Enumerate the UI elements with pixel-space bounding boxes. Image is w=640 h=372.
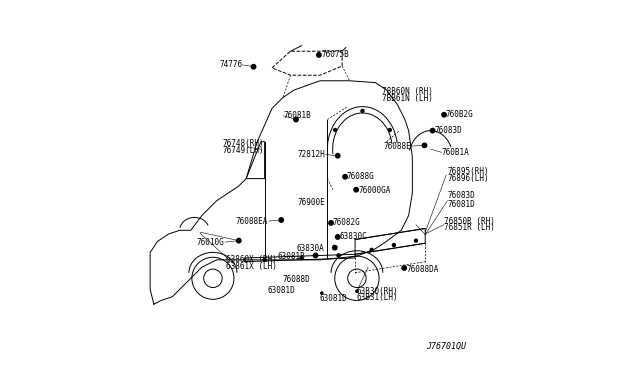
Text: 76088E: 76088E [383, 142, 411, 151]
Text: 63861X (LH): 63861X (LH) [226, 262, 276, 271]
Text: 76900E: 76900E [298, 198, 326, 207]
Circle shape [237, 238, 241, 243]
Circle shape [370, 248, 373, 251]
Circle shape [333, 128, 337, 131]
Text: 76088DA: 76088DA [406, 264, 439, 273]
Circle shape [314, 253, 318, 258]
Circle shape [279, 218, 284, 222]
Text: 7BB61N (LH): 7BB61N (LH) [382, 94, 433, 103]
Circle shape [329, 221, 333, 225]
Circle shape [415, 239, 417, 242]
Text: 63081D: 63081D [268, 286, 295, 295]
Text: J76701QU: J76701QU [426, 342, 466, 351]
Text: 63081D: 63081D [319, 294, 347, 303]
Text: 76088G: 76088G [347, 172, 374, 181]
Circle shape [252, 64, 256, 69]
Circle shape [294, 117, 298, 122]
Circle shape [354, 187, 358, 192]
Text: 76075B: 76075B [321, 50, 349, 59]
Text: 760B2G: 760B2G [445, 109, 474, 119]
Text: 63830A: 63830A [297, 244, 324, 253]
Text: 63830C: 63830C [340, 232, 367, 241]
Circle shape [430, 128, 435, 133]
Text: 63081B: 63081B [278, 251, 305, 261]
Circle shape [333, 246, 337, 250]
Text: 76010G: 76010G [197, 238, 225, 247]
Text: 76082G: 76082G [333, 218, 361, 227]
Circle shape [422, 143, 427, 148]
Circle shape [321, 292, 323, 294]
Text: 63860X (RH): 63860X (RH) [226, 255, 276, 264]
Circle shape [361, 109, 364, 112]
Text: 63B31(LH): 63B31(LH) [356, 294, 398, 302]
Text: 74776: 74776 [220, 60, 243, 70]
Circle shape [335, 235, 340, 239]
Text: 76895(RH): 76895(RH) [447, 167, 489, 176]
Circle shape [335, 154, 340, 158]
Text: 76000GA: 76000GA [358, 186, 390, 195]
Text: 76851R (LH): 76851R (LH) [444, 223, 495, 232]
Text: 760B1A: 760B1A [442, 148, 470, 157]
Text: 78B60N (RH): 78B60N (RH) [382, 87, 433, 96]
Circle shape [402, 266, 406, 270]
Text: 76088D: 76088D [282, 275, 310, 283]
Text: 76850R (RH): 76850R (RH) [444, 217, 495, 225]
Text: 76749(LH): 76749(LH) [222, 147, 264, 155]
Text: 76088EA: 76088EA [236, 217, 268, 225]
Circle shape [337, 254, 340, 257]
Text: 72812H: 72812H [298, 150, 326, 159]
Circle shape [317, 53, 321, 57]
Circle shape [300, 257, 303, 260]
Text: 76083D: 76083D [447, 192, 475, 201]
Text: 76081D: 76081D [447, 200, 475, 209]
Text: 76748(RH): 76748(RH) [222, 139, 264, 148]
Text: 63B30(RH): 63B30(RH) [356, 287, 398, 296]
Circle shape [392, 244, 396, 247]
Circle shape [442, 112, 446, 117]
Text: 76896(LH): 76896(LH) [447, 174, 489, 183]
Text: 76083D: 76083D [435, 126, 462, 135]
Circle shape [388, 128, 391, 131]
Text: 76081B: 76081B [283, 111, 311, 121]
Circle shape [343, 174, 348, 179]
Circle shape [263, 259, 266, 261]
Circle shape [356, 290, 358, 292]
